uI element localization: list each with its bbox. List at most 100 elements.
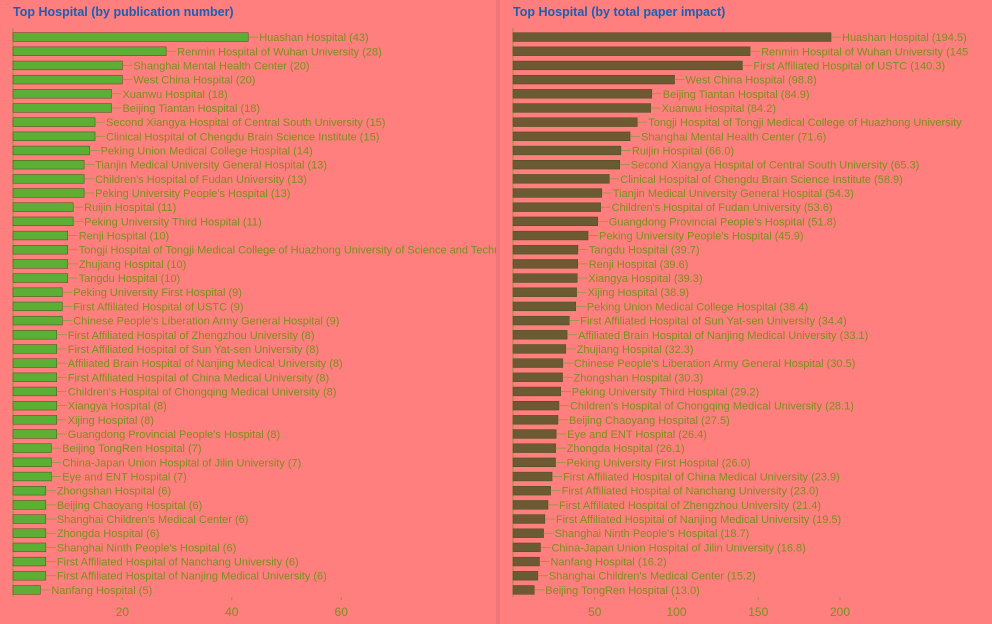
x-tick-label: 50 (588, 605, 602, 619)
bar (12, 287, 63, 297)
bar (512, 117, 638, 127)
bar (512, 301, 577, 312)
bar (512, 46, 751, 56)
data-label: First Affiliated Hospital of USTC (9) (73, 301, 243, 313)
data-label: Children's Hospital of Fudan University … (95, 174, 307, 186)
data-label: First Affiliated Hospital of China Medic… (68, 372, 329, 384)
data-label: Peking Union Medical College Hospital (1… (101, 145, 313, 157)
bar (512, 145, 622, 156)
data-label: Chinese People's Liberation Army General… (574, 358, 856, 370)
bar (12, 273, 68, 283)
data-label: Shanghai Ninth People's Hospital (6) (57, 542, 236, 554)
data-label: First Affiliated Hospital of Zhengzhou U… (68, 330, 315, 342)
bar (12, 32, 249, 42)
data-label: Children's Hospital of Chongqing Medical… (570, 401, 854, 413)
data-label: China-Japan Union Hospital of Jilin Univ… (62, 457, 301, 469)
bar (12, 117, 96, 127)
bar (12, 230, 68, 241)
data-label: Zhongshan Hospital (30.3) (574, 372, 704, 384)
data-label: Peking University Third Hospital (11) (84, 216, 261, 228)
bar (12, 46, 167, 56)
data-label: Xijing Hospital (38.9) (588, 287, 690, 299)
data-label: Zhujiang Hospital (10) (79, 259, 187, 271)
bar (12, 429, 58, 439)
data-label: Tangdu Hospital (39.7) (589, 245, 700, 257)
bar (12, 542, 47, 553)
bar (512, 415, 559, 425)
bar (12, 103, 112, 113)
data-label: Beijing Tiantan Hospital (84.9) (663, 89, 810, 101)
data-label: First Affiliated Hospital of China Medic… (563, 472, 840, 484)
data-label: Tongji Hospital of Tongji Medical Colleg… (648, 117, 962, 129)
bar (512, 514, 546, 524)
data-label: Beijing Chaoyang Hospital (27.5) (569, 415, 730, 427)
bar (12, 145, 90, 156)
x-tick-label: 150 (748, 605, 768, 619)
bar (12, 500, 47, 510)
bar (12, 301, 63, 312)
data-label: Chinese People's Liberation Army General… (73, 316, 339, 328)
bar (12, 571, 47, 581)
bar (512, 32, 832, 42)
bar (12, 188, 85, 198)
bar (12, 556, 47, 567)
bar (12, 74, 123, 85)
data-label: First Affiliated Hospital of Nanchang Un… (562, 486, 819, 498)
bar (512, 259, 578, 269)
bar (512, 486, 551, 496)
bar (512, 556, 540, 567)
bar (12, 372, 58, 382)
bar (12, 358, 58, 368)
data-label: Eye and ENT Hospital (7) (62, 472, 187, 484)
bar (512, 429, 557, 439)
bar (12, 457, 52, 467)
bar (12, 344, 58, 354)
data-label: Shanghai Children's Medical Center (6) (57, 514, 249, 526)
x-tick-label: 60 (335, 605, 349, 619)
bar (512, 400, 560, 411)
chart-title: Top Hospital (by publication number) (13, 5, 234, 19)
bar (12, 386, 58, 397)
chart-title: Top Hospital (by total paper impact) (513, 5, 726, 19)
bar (512, 315, 570, 326)
bar (12, 60, 123, 71)
data-label: Shanghai Mental Health Center (20) (133, 60, 309, 72)
data-label: Beijing TongRen Hospital (13.0) (545, 585, 700, 597)
bar (512, 74, 675, 85)
bar (512, 386, 561, 397)
data-label: Children's Hospital of Fudan University … (612, 202, 833, 214)
data-label: Clinical Hospital of Chengdu Brain Scien… (620, 174, 902, 186)
bar (12, 131, 96, 141)
data-label: Peking University First Hospital (26.0) (567, 457, 751, 469)
bar (512, 471, 553, 482)
publication-number-chart: Huashan Hospital (43) Renmin Hospital of … (12, 28, 496, 619)
data-label: First Affiliated Hospital of Sun Yat-sen… (580, 316, 847, 328)
data-label: Second Xiangya Hospital of Central South… (106, 117, 385, 129)
data-label: Xiangya Hospital (8) (68, 401, 167, 413)
bar (12, 160, 85, 170)
bar (512, 230, 589, 241)
data-label: Clinical Hospital of Chengdu Brain Scien… (106, 131, 379, 143)
bar (512, 344, 567, 354)
data-label: Zhujiang Hospital (32.3) (577, 344, 694, 356)
bar (512, 188, 603, 198)
x-tick-label: 100 (666, 605, 686, 619)
bar (12, 330, 58, 340)
data-label: First Affiliated Hospital of Sun Yat-sen… (68, 344, 319, 356)
data-label: First Affiliated Hospital of Zhengzhou U… (559, 500, 821, 512)
bar (512, 457, 556, 467)
data-label: Peking University People's Hospital (45.… (599, 231, 803, 243)
data-label: Eye and ENT Hospital (26.4) (567, 429, 707, 441)
paper-impact-chart: Huashan Hospital (194.5) Renmin Hospital … (512, 28, 968, 619)
bar (512, 372, 563, 382)
bar (12, 89, 112, 99)
bar (12, 400, 58, 411)
data-label: Shanghai Children's Medical Center (15.2… (549, 571, 756, 583)
data-label: Huashan Hospital (194.5) (842, 32, 967, 44)
bar (12, 259, 68, 269)
bar (12, 315, 63, 326)
data-label: Guangdong Provincial People's Hospital (… (609, 216, 837, 228)
data-label: Zhongshan Hospital (6) (57, 486, 171, 498)
bar (512, 443, 556, 453)
data-label: Children's Hospital of Chongqing Medical… (68, 386, 337, 398)
